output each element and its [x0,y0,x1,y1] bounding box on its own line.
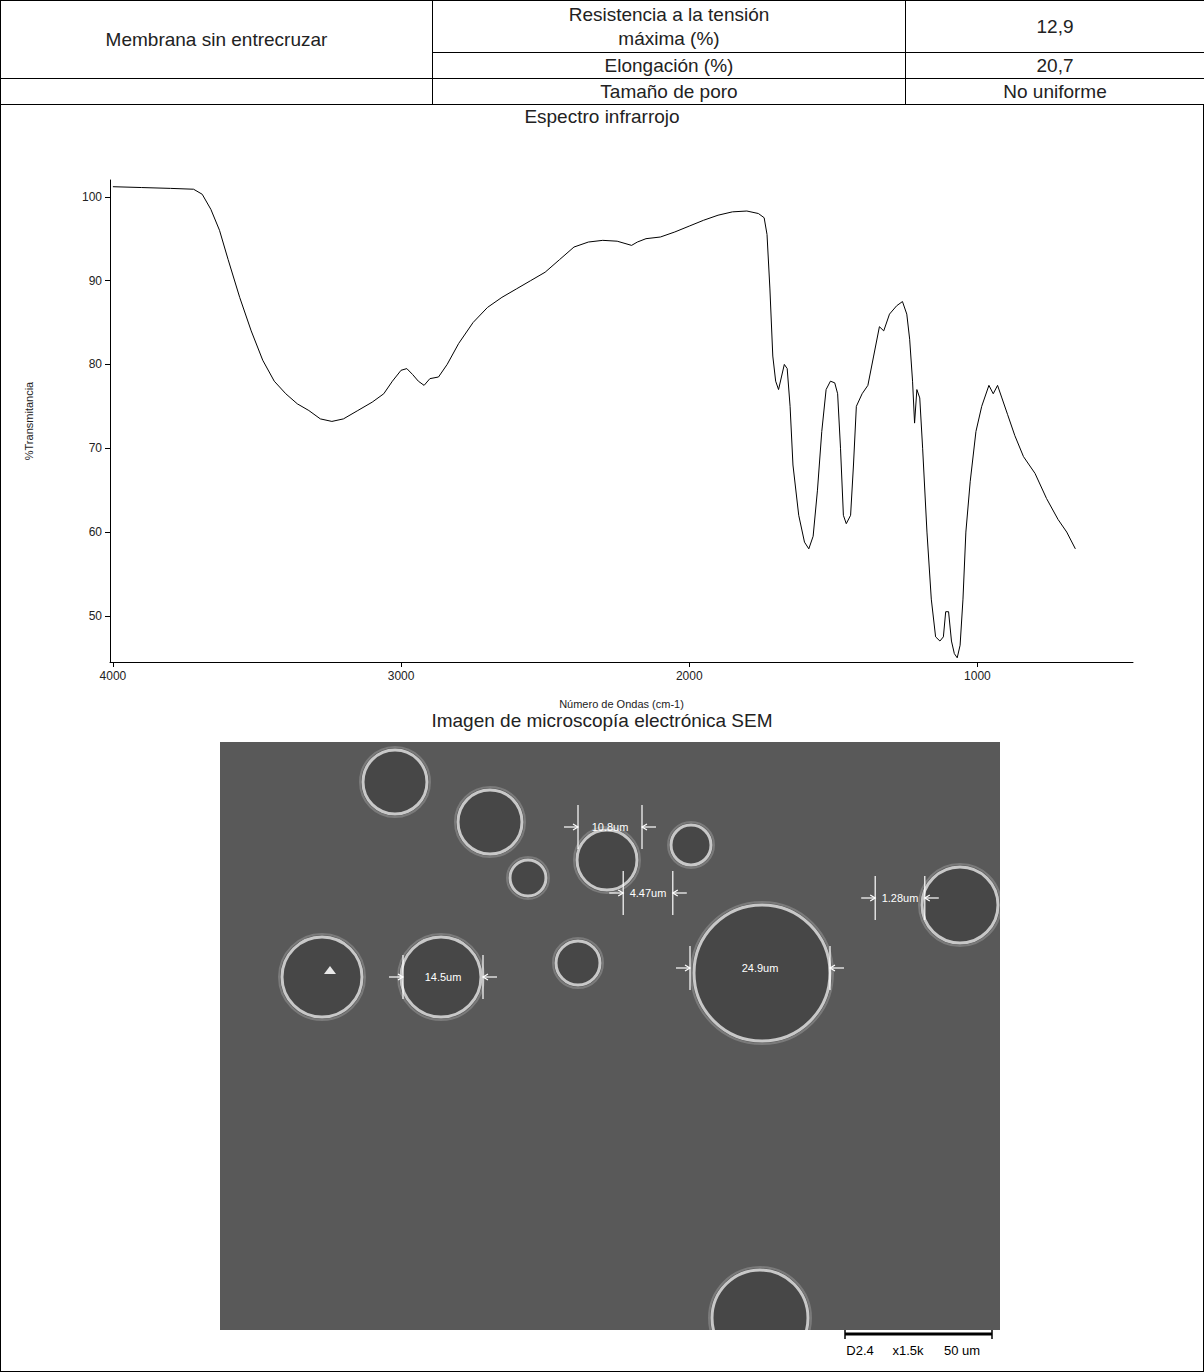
svg-text:60: 60 [89,525,103,539]
svg-text:3000: 3000 [388,669,415,683]
svg-text:D2.4: D2.4 [846,1343,873,1358]
svg-text:50: 50 [89,609,103,623]
svg-text:50 um: 50 um [944,1343,980,1358]
svg-text:%Transmitancia: %Transmitancia [23,381,35,460]
svg-text:100: 100 [82,190,102,204]
html-text:Espectro infrarrojo: Espectro infrarrojo [524,106,680,127]
svg-text:90: 90 [89,274,103,288]
html-text:12,9: 12,9 [1036,15,1074,37]
svg-text:24.9um: 24.9um [742,962,779,974]
svg-text:70: 70 [89,441,103,455]
html-text:Membrana sin entrecruzar: Membrana sin entrecruzar [105,28,328,50]
svg-text:4.47um: 4.47um [630,887,667,899]
svg-text:80: 80 [89,357,103,371]
svg-text:10.8um: 10.8um [592,821,629,833]
html-text:Resistencia a la tensión máxim: Resistencia a la tensión máxima (%) [568,3,770,49]
html-text:20,7: 20,7 [1036,54,1074,76]
svg-text:Número de Ondas (cm-1): Número de Ondas (cm-1) [559,698,684,710]
svg-text:1000: 1000 [964,669,991,683]
html-text:No uniforme: No uniforme [1003,80,1107,102]
html-text:Imagen de microscopía electrón: Imagen de microscopía electrónica SEM [431,710,773,731]
html-text:Elongación (%): Elongación (%) [604,54,734,76]
svg-text:4000: 4000 [100,669,127,683]
svg-text:2000: 2000 [676,669,703,683]
svg-text:x1.5k: x1.5k [892,1343,924,1358]
html-text:Tamaño de poro: Tamaño de poro [600,80,738,102]
svg-text:1.28um: 1.28um [882,892,919,904]
svg-text:14.5um: 14.5um [425,971,462,983]
